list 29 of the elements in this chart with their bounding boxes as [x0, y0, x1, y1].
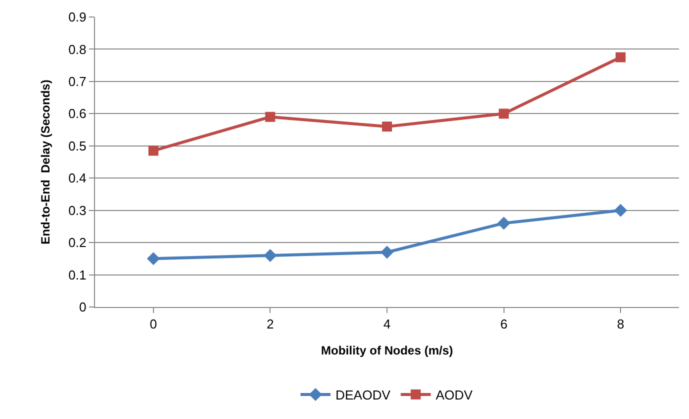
- y-tick-label: 0.9: [68, 10, 86, 25]
- x-tick-label: 8: [616, 316, 624, 332]
- point: [264, 248, 277, 262]
- point: [148, 146, 158, 156]
- point: [616, 52, 626, 62]
- y-tick-label: 0: [79, 300, 86, 315]
- point: [498, 108, 509, 119]
- y-tick-label: 0.1: [68, 267, 86, 282]
- point: [614, 204, 628, 217]
- legend-label: DEAODV: [336, 388, 391, 403]
- y-tick-label: 0.8: [68, 42, 86, 57]
- y-tick-label: 0.4: [68, 170, 86, 186]
- legend-label: AODV: [436, 388, 473, 403]
- point: [380, 246, 394, 259]
- y-tick-label: 0.3: [68, 202, 86, 218]
- x-tick-label: 4: [383, 316, 391, 332]
- y-axis-title: End-to-End Delay (Seconds): [38, 80, 53, 244]
- x-tick-label: 6: [500, 316, 508, 332]
- y-tick-label: 0.2: [68, 235, 86, 250]
- x-tick-label: 0: [150, 316, 158, 332]
- y-tick-label: 0.7: [68, 74, 86, 89]
- point: [265, 112, 276, 122]
- y-tick-label: 0.6: [68, 106, 86, 122]
- point: [146, 252, 160, 266]
- point: [382, 122, 392, 132]
- point: [497, 216, 510, 230]
- y-tick-label: 0.5: [68, 138, 86, 154]
- x-tick-label: 2: [266, 316, 274, 332]
- x-axis-title: Mobility of Nodes (m/s): [321, 344, 454, 358]
